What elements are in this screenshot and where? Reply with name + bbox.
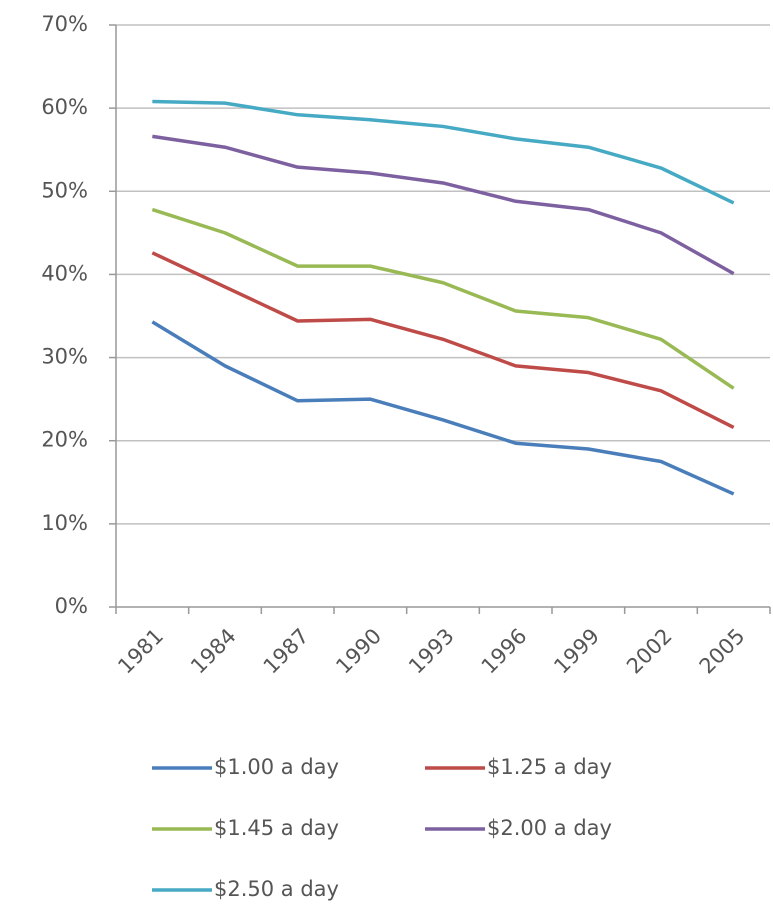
x-tick-label: 2002 (622, 624, 677, 679)
legend-label: $1.25 a day (487, 755, 612, 779)
series-line (151, 207, 735, 390)
y-tick-label: 70% (41, 12, 88, 36)
series-line (152, 134, 735, 276)
x-tick-label: 1984 (186, 624, 241, 679)
y-tick-label: 30% (41, 345, 88, 369)
x-tick-label: 2005 (695, 624, 750, 679)
y-tick-label: 0% (55, 594, 88, 618)
series-line (151, 251, 735, 429)
legend-label: $1.45 a day (214, 816, 339, 840)
x-tick-label: 1981 (113, 624, 168, 679)
series-line (151, 320, 735, 496)
x-tick-label: 1987 (259, 624, 314, 679)
legend-label: $1.00 a day (214, 755, 339, 779)
y-tick-label: 40% (41, 261, 88, 285)
legend-label: $2.50 a day (214, 877, 339, 901)
x-tick-label: 1996 (477, 624, 532, 679)
x-tick-label: 1999 (549, 624, 604, 679)
x-tick-label: 1993 (404, 624, 459, 679)
y-tick-label: 60% (41, 95, 88, 119)
series-line (152, 99, 735, 205)
legend-label: $2.00 a day (487, 816, 612, 840)
x-tick-label: 1990 (331, 624, 386, 679)
y-tick-label: 50% (41, 178, 88, 202)
y-tick-label: 20% (41, 428, 88, 452)
y-tick-label: 10% (41, 511, 88, 535)
